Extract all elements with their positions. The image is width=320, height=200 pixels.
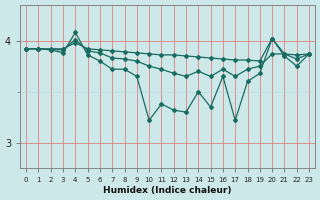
X-axis label: Humidex (Indice chaleur): Humidex (Indice chaleur): [103, 186, 232, 195]
